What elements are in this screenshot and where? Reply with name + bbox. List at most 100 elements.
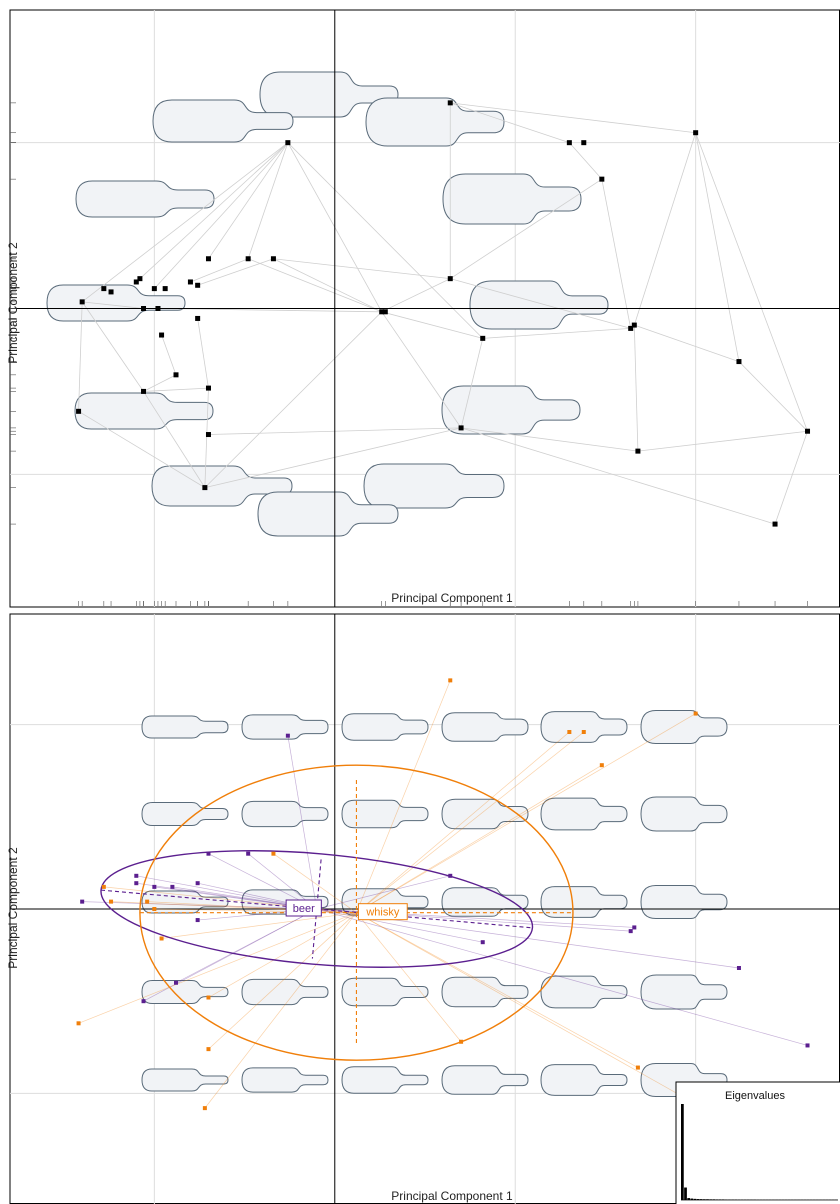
bottom-whisky-spoke-2	[356, 731, 570, 913]
bottom-whisky-label: whisky	[365, 907, 400, 919]
top-edge-7	[273, 258, 382, 313]
bottom-beer-spoke-17	[316, 908, 808, 1046]
bottom-beer-point-7	[170, 884, 175, 889]
bottom-bottle-1-1	[241, 800, 329, 828]
bottom-whisky-spoke-8	[161, 912, 357, 939]
top-point-0	[79, 299, 85, 305]
top-point-25	[447, 276, 453, 282]
top-edge-32	[601, 179, 632, 329]
bottom-beer-spoke-3	[82, 901, 317, 910]
bottom-whisky-spoke-7	[154, 908, 357, 914]
top-edge-46	[197, 258, 274, 286]
bottom-beer-label: beer	[293, 903, 315, 915]
bottom-whisky-spoke-1	[356, 713, 696, 913]
top-point-15	[195, 315, 201, 321]
bottom-bottle-4-1	[241, 1067, 329, 1093]
top-edge-45	[287, 142, 484, 339]
bottom-whisky-point-4	[599, 763, 604, 768]
top-edge-21	[381, 278, 451, 313]
bottom-x-axis-title: Principal Component 1	[391, 1189, 513, 1203]
top-point-27	[458, 425, 464, 431]
top-point-6	[162, 286, 168, 292]
top-edge-15	[78, 410, 206, 488]
top-edge-1	[81, 142, 289, 303]
inset-bar-6	[699, 1199, 703, 1200]
top-point-33	[628, 325, 634, 331]
top-point-38	[772, 521, 778, 527]
top-edge-27	[450, 178, 603, 279]
top-edge-28	[450, 278, 631, 329]
top-point-1	[101, 286, 107, 292]
top-point-22	[285, 140, 291, 146]
top-edge-41	[460, 427, 776, 525]
top-panel: Principal Component 1 Principal Componen…	[6, 9, 840, 608]
bottom-bottle-0-3	[441, 712, 529, 742]
bottom-beer-major-axis	[100, 889, 533, 929]
top-point-2	[108, 289, 114, 295]
top-point-20	[205, 432, 211, 438]
top-point-9	[205, 256, 211, 262]
bottom-whisky-point-17	[145, 899, 150, 904]
top-point-28	[566, 140, 572, 146]
top-plot-area	[10, 10, 840, 607]
top-point-37	[805, 428, 811, 434]
bottom-whisky-spoke-0	[356, 680, 451, 913]
top-edge-9	[82, 301, 144, 309]
bottom-beer-spoke-0	[287, 735, 318, 910]
top-point-8	[195, 282, 201, 288]
top-bottle-6	[469, 280, 609, 330]
inset-bar-3	[690, 1198, 694, 1200]
top-edge-22	[381, 311, 483, 339]
top-bottle-2	[365, 97, 505, 147]
top-edge-44	[637, 430, 808, 452]
bottom-beer-point-3	[80, 899, 85, 904]
top-edge-11	[81, 301, 144, 392]
top-edge-43	[774, 431, 808, 525]
bottom-whisky-point-5	[271, 851, 276, 856]
bottom-y-axis-title: Principal Component 2	[6, 847, 20, 969]
top-point-5	[151, 286, 157, 292]
bottom-beer-point-6	[152, 884, 157, 889]
top-point-12	[141, 306, 147, 311]
bottom-whisky-spoke-3	[356, 731, 585, 913]
bottom-whisky-point-0	[448, 678, 453, 683]
top-edge-31	[569, 142, 603, 180]
top-edge-2	[136, 142, 289, 283]
top-bottle-3	[75, 180, 215, 218]
bottom-bottle-4-0	[141, 1068, 229, 1092]
top-point-10	[245, 256, 251, 262]
bottom-whisky-spoke-13	[356, 912, 462, 1042]
top-point-24	[382, 309, 388, 315]
bottom-beer-point-12	[632, 925, 637, 930]
top-point-30	[599, 176, 605, 182]
inset-bar-4	[693, 1198, 697, 1200]
top-edge-34	[695, 132, 740, 362]
bottom-beer-point-4	[134, 873, 139, 878]
top-point-26	[480, 335, 486, 341]
bottom-plot-area: beer whisky	[10, 614, 840, 1204]
bottom-whisky-point-16	[109, 899, 114, 904]
bottom-beer-spoke-10	[316, 908, 483, 943]
top-edge-16	[204, 388, 209, 488]
top-edge-35	[695, 132, 808, 432]
top-edge-25	[204, 311, 382, 488]
bottom-bottle-0-0	[141, 715, 229, 739]
bottom-bottle-3-1	[241, 978, 329, 1006]
top-point-3	[133, 279, 139, 285]
bottom-beer-point-10	[480, 940, 485, 945]
bottom-whisky-point-2	[567, 730, 572, 734]
bottom-bottle-3-4	[540, 975, 628, 1009]
top-point-21	[202, 485, 208, 491]
bottom-bottle-4-3	[441, 1065, 529, 1095]
top-edge-14	[143, 391, 206, 488]
bottom-whisky-label-box	[357, 903, 408, 921]
top-edge-18	[204, 427, 462, 488]
top-edge-6	[248, 258, 382, 313]
inset-bar-5	[696, 1199, 700, 1200]
inset-frame	[675, 1081, 840, 1204]
bottom-beer-point-11	[628, 929, 633, 934]
bottom-whisky-point-10	[206, 995, 211, 1000]
bottom-bottle-4-2	[341, 1066, 429, 1094]
bottom-whisky-point-14	[635, 1065, 640, 1070]
